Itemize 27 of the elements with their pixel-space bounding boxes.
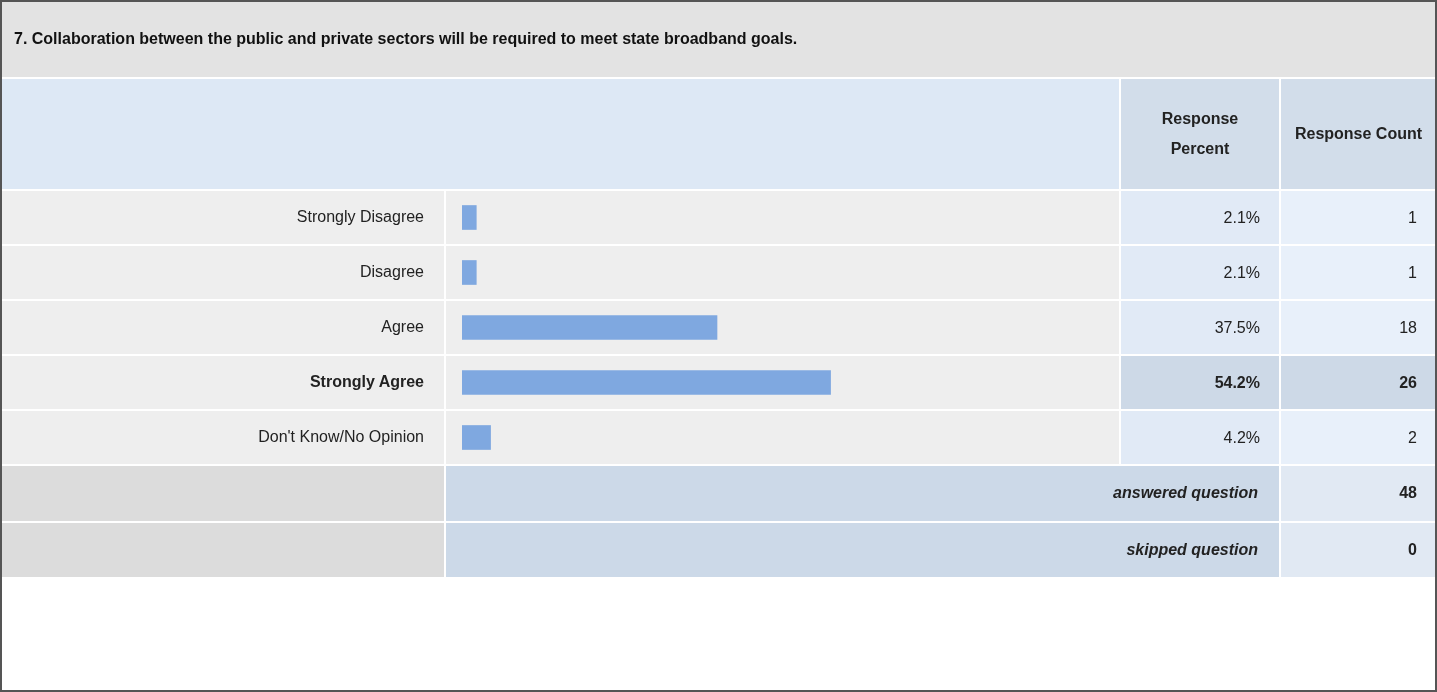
text: 1	[1408, 262, 1417, 283]
text: 26	[1399, 372, 1417, 393]
y-tick-label: Strongly Agree	[309, 372, 425, 390]
data-label: 2.1%	[1223, 262, 1260, 283]
text: 18	[1399, 317, 1417, 338]
chart-title: 7. Collaboration between the public and private sectors will be required to meet state broadband goals.	[14, 29, 798, 49]
data-label: 37.5%	[1214, 317, 1260, 338]
y-tick-label: Disagree	[359, 262, 425, 280]
text: 1	[1408, 207, 1417, 228]
data-label: 2.1%	[1223, 207, 1260, 228]
data-label: 4.2%	[1223, 427, 1260, 448]
text: Response Count	[1294, 124, 1423, 144]
text: 2	[1408, 427, 1417, 448]
text: skipped question	[1126, 539, 1258, 560]
bar	[462, 425, 491, 450]
text: 48	[1399, 483, 1417, 504]
bar	[462, 205, 477, 230]
text: answered question	[1113, 483, 1258, 504]
bar	[462, 370, 831, 395]
text: 0	[1408, 539, 1417, 560]
y-tick-label: Don't Know/No Opinion	[258, 427, 424, 445]
bar	[462, 315, 718, 340]
y-tick-label: Agree	[381, 317, 425, 335]
data-label: 54.2%	[1214, 372, 1260, 393]
bar	[462, 260, 477, 285]
y-tick-label: Strongly Disagree	[296, 207, 425, 225]
text: Response Percent	[1160, 109, 1240, 159]
